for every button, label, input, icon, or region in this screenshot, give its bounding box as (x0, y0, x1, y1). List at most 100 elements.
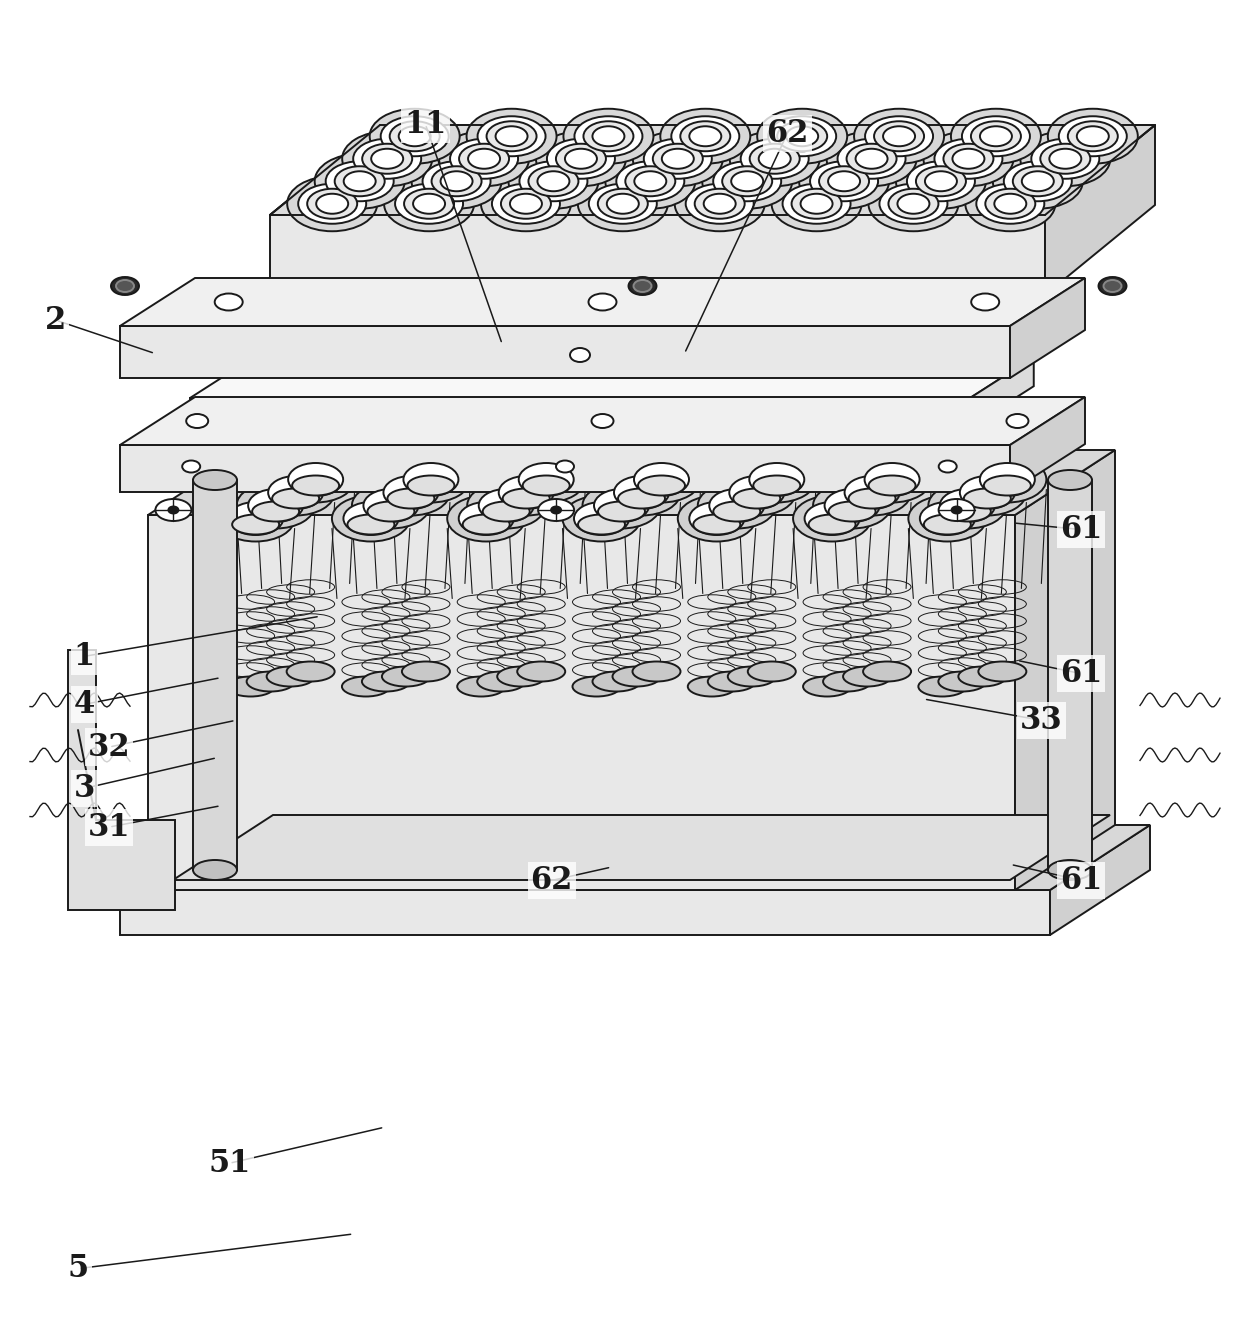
Text: 51: 51 (208, 1147, 250, 1179)
Polygon shape (68, 650, 175, 910)
Ellipse shape (536, 131, 626, 187)
Ellipse shape (771, 176, 862, 231)
Ellipse shape (565, 149, 596, 168)
Ellipse shape (837, 139, 905, 179)
Polygon shape (1050, 824, 1149, 935)
Ellipse shape (868, 176, 959, 231)
Polygon shape (193, 480, 237, 870)
Ellipse shape (959, 667, 1007, 687)
Ellipse shape (686, 184, 754, 224)
Ellipse shape (920, 502, 975, 535)
Ellipse shape (1004, 161, 1071, 201)
Ellipse shape (949, 470, 1027, 515)
Ellipse shape (362, 144, 412, 173)
Ellipse shape (854, 109, 944, 164)
Polygon shape (120, 824, 1149, 890)
Ellipse shape (286, 662, 335, 682)
Ellipse shape (874, 121, 924, 151)
Ellipse shape (924, 131, 1013, 187)
Ellipse shape (413, 193, 445, 213)
Ellipse shape (288, 463, 343, 496)
Ellipse shape (749, 463, 805, 496)
Ellipse shape (487, 470, 565, 515)
Ellipse shape (248, 490, 303, 522)
Ellipse shape (810, 161, 878, 201)
Ellipse shape (603, 470, 681, 515)
Ellipse shape (879, 184, 947, 224)
Ellipse shape (848, 488, 895, 508)
Ellipse shape (750, 144, 800, 173)
Ellipse shape (909, 495, 986, 542)
Ellipse shape (556, 460, 574, 472)
Ellipse shape (440, 171, 472, 191)
Ellipse shape (929, 483, 1007, 528)
Ellipse shape (738, 456, 816, 503)
Ellipse shape (786, 127, 818, 147)
Ellipse shape (978, 662, 1027, 682)
Ellipse shape (804, 676, 851, 696)
Ellipse shape (722, 167, 773, 196)
Ellipse shape (993, 153, 1083, 208)
Ellipse shape (971, 293, 999, 311)
Ellipse shape (186, 414, 208, 428)
Ellipse shape (1104, 280, 1121, 292)
Ellipse shape (342, 131, 433, 187)
Ellipse shape (625, 167, 676, 196)
Text: 3: 3 (73, 772, 95, 804)
Ellipse shape (217, 495, 295, 542)
Ellipse shape (578, 176, 668, 231)
Ellipse shape (827, 131, 916, 187)
Ellipse shape (112, 277, 139, 295)
Ellipse shape (960, 476, 1014, 510)
Ellipse shape (343, 502, 398, 535)
Text: 62: 62 (766, 117, 808, 149)
Ellipse shape (288, 176, 377, 231)
Polygon shape (148, 515, 1016, 890)
Ellipse shape (574, 116, 642, 156)
Ellipse shape (556, 144, 606, 173)
Ellipse shape (155, 499, 191, 522)
Ellipse shape (983, 475, 1030, 495)
Ellipse shape (782, 184, 851, 224)
Ellipse shape (1007, 414, 1028, 428)
Polygon shape (270, 215, 1045, 295)
Ellipse shape (459, 144, 510, 173)
Ellipse shape (598, 502, 645, 522)
Ellipse shape (353, 139, 422, 179)
Polygon shape (120, 277, 1085, 325)
Ellipse shape (1021, 131, 1110, 187)
Ellipse shape (1068, 121, 1117, 151)
Text: 4: 4 (73, 688, 95, 720)
Ellipse shape (293, 475, 340, 495)
Ellipse shape (589, 293, 616, 311)
Ellipse shape (863, 662, 911, 682)
Ellipse shape (450, 139, 518, 179)
Ellipse shape (372, 470, 450, 515)
Ellipse shape (644, 139, 712, 179)
Ellipse shape (523, 475, 569, 495)
Ellipse shape (518, 463, 574, 496)
Ellipse shape (698, 483, 776, 528)
Ellipse shape (689, 127, 722, 147)
Ellipse shape (463, 515, 510, 535)
Ellipse shape (748, 662, 796, 682)
Ellipse shape (384, 176, 474, 231)
Polygon shape (1048, 480, 1092, 870)
Polygon shape (1011, 277, 1085, 378)
Ellipse shape (919, 676, 966, 696)
Ellipse shape (477, 116, 546, 156)
Ellipse shape (688, 676, 735, 696)
Ellipse shape (272, 488, 319, 508)
Text: 1: 1 (73, 640, 95, 672)
Ellipse shape (593, 671, 641, 691)
Ellipse shape (1013, 167, 1063, 196)
Ellipse shape (347, 515, 394, 535)
Ellipse shape (1049, 149, 1081, 168)
Ellipse shape (502, 488, 549, 508)
Ellipse shape (538, 499, 574, 522)
Ellipse shape (844, 476, 899, 510)
Ellipse shape (1048, 470, 1092, 490)
Ellipse shape (520, 161, 588, 201)
Ellipse shape (652, 144, 703, 173)
Ellipse shape (367, 502, 414, 522)
